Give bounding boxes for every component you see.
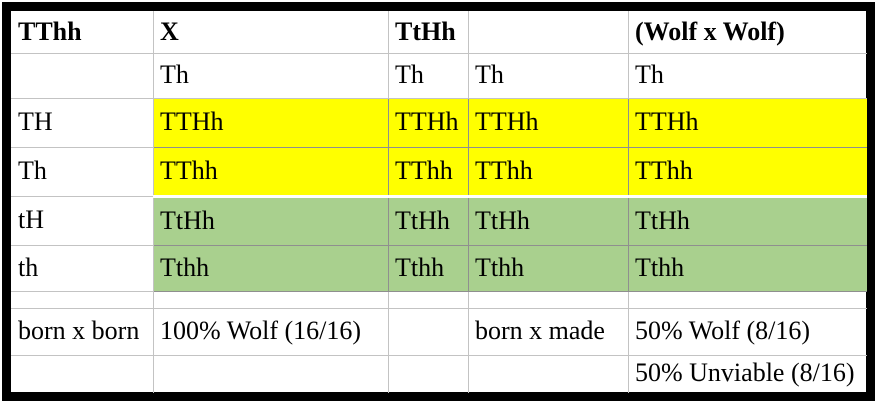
punnett-genotype-cell[interactable]: Tthh [153, 245, 389, 292]
empty-cell[interactable] [11, 291, 154, 309]
punnett-genotype-cell[interactable]: TTHh [388, 98, 469, 148]
punnett-genotype-cell[interactable]: TThh [388, 147, 469, 198]
punnett-genotype-cell[interactable]: TTHh [153, 98, 389, 148]
punnett-genotype-cell[interactable]: TtHh [628, 196, 867, 246]
punnett-genotype-cell[interactable]: Tthh [468, 245, 629, 292]
table-row: TThh X TtHh (Wolf x Wolf) [11, 11, 867, 54]
table-row: TH TTHh TTHh TTHh TTHh [11, 98, 867, 148]
table-cell[interactable]: Th [468, 53, 629, 99]
punnett-genotype-cell[interactable]: TTHh [628, 98, 867, 148]
empty-cell[interactable] [153, 355, 389, 393]
table-cell[interactable]: 50% Unviable (8/16) [628, 355, 867, 393]
table-cell[interactable]: Th [11, 147, 154, 197]
empty-cell[interactable] [11, 53, 154, 99]
empty-cell[interactable] [388, 291, 469, 309]
punnett-genotype-cell[interactable]: TTHh [468, 98, 629, 148]
punnett-genotype-cell[interactable]: Tthh [628, 245, 867, 292]
table-cell[interactable]: 50% Wolf (8/16) [628, 308, 867, 356]
punnett-genotype-cell[interactable]: TThh [153, 147, 389, 198]
table-cell[interactable]: TH [11, 98, 154, 148]
table-cell[interactable]: Th [388, 53, 469, 99]
table-row: Th TThh TThh TThh TThh [11, 147, 867, 198]
table-row: 50% Unviable (8/16) [11, 355, 867, 393]
empty-cell[interactable] [153, 291, 389, 309]
punnett-genotype-cell[interactable]: TThh [468, 147, 629, 198]
empty-cell[interactable] [468, 11, 629, 54]
empty-cell[interactable] [468, 355, 629, 393]
empty-cell[interactable] [628, 291, 867, 309]
punnett-genotype-cell[interactable]: TThh [628, 147, 867, 198]
table-cell[interactable]: tH [11, 196, 154, 246]
table-cell[interactable]: Th [628, 53, 867, 99]
table-row: th Tthh Tthh Tthh Tthh [11, 245, 867, 292]
table-cell[interactable]: th [11, 245, 154, 292]
table-cell[interactable]: TtHh [388, 11, 469, 54]
table-cell[interactable]: 100% Wolf (16/16) [153, 308, 389, 356]
punnett-genotype-cell[interactable]: Tthh [388, 245, 469, 292]
table-row: tH TtHh TtHh TtHh TtHh [11, 196, 867, 246]
table-cell[interactable]: (Wolf x Wolf) [628, 11, 867, 54]
table-cell[interactable]: born x made [468, 308, 629, 356]
table-row [11, 291, 867, 309]
table-cell[interactable]: Th [153, 53, 389, 99]
table-cell[interactable]: TThh [11, 11, 154, 54]
table-row: Th Th Th Th [11, 53, 867, 99]
table-cell[interactable]: born x born [11, 308, 154, 356]
empty-cell[interactable] [11, 355, 154, 393]
punnett-genotype-cell[interactable]: TtHh [153, 196, 389, 246]
empty-cell[interactable] [468, 291, 629, 309]
empty-cell[interactable] [388, 355, 469, 393]
punnett-genotype-cell[interactable]: TtHh [468, 196, 629, 246]
punnett-table-body: TThh X TtHh (Wolf x Wolf) Th Th Th Th TH TTHh TTHh… [11, 11, 867, 393]
punnett-square-table: TThh X TtHh (Wolf x Wolf) Th Th Th Th TH TTHh TTHh… [11, 11, 867, 393]
empty-cell[interactable] [388, 308, 469, 356]
table-row: born x born 100% Wolf (16/16) born x made 5… [11, 308, 867, 356]
table-cell[interactable]: X [153, 11, 389, 54]
punnett-genotype-cell[interactable]: TtHh [388, 196, 469, 246]
